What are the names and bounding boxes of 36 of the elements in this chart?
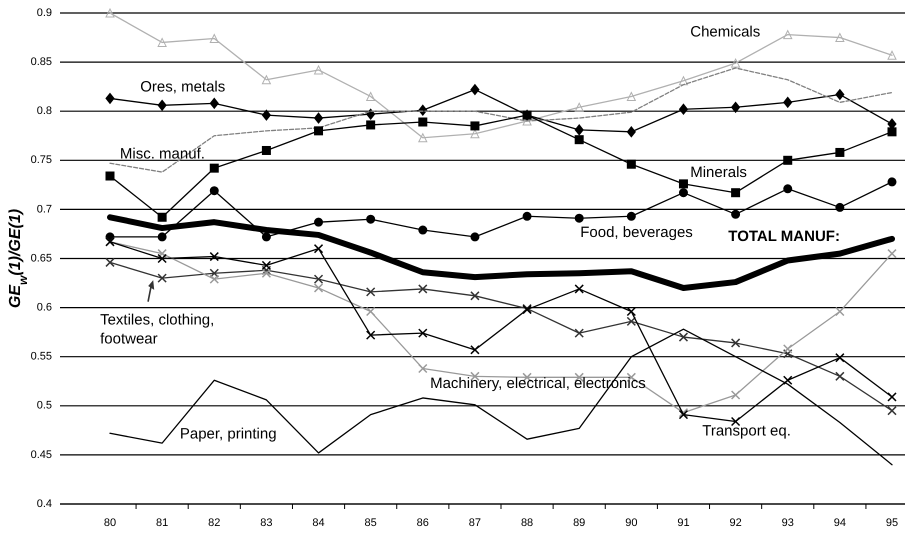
series-label: Chemicals — [690, 24, 760, 41]
x-tick-label: 82 — [208, 517, 220, 529]
x-tick-label: 90 — [625, 517, 638, 529]
y-tick-label: 0.6 — [36, 302, 52, 314]
y-tick-label: 0.8 — [36, 105, 52, 118]
series-label: Ores, metals — [140, 78, 226, 96]
y-tick-label: 0.9 — [36, 6, 52, 19]
y-tick-label: 0.7 — [36, 203, 52, 216]
x-tick-label: 95 — [886, 517, 898, 529]
series-label: Paper, printing — [180, 425, 277, 442]
series-label: Minerals — [690, 164, 747, 182]
y-tick-label: 0.4 — [36, 498, 52, 510]
x-tick-label: 84 — [312, 517, 325, 529]
x-tick-label: 86 — [416, 517, 429, 529]
y-tick-label: 0.75 — [30, 154, 52, 166]
x-tick-label: 89 — [573, 517, 586, 529]
y-tick-label: 0.85 — [30, 56, 52, 68]
y-tick-label: 0.55 — [30, 350, 52, 363]
y-tick-label: 0.65 — [30, 252, 52, 264]
y-tick-label: 0.45 — [30, 448, 52, 461]
x-tick-label: 83 — [260, 517, 273, 529]
series-label: Food, beverages — [580, 224, 693, 241]
series-label: Transport eq. — [702, 422, 791, 440]
series-label: Misc. manuf. — [120, 145, 205, 162]
series-label: TOTAL MANUF: — [728, 228, 840, 245]
x-tick-label: 81 — [156, 517, 168, 529]
x-tick-label: 88 — [520, 517, 534, 529]
x-tick-label: 94 — [834, 517, 846, 529]
y-tick-label: 0.5 — [36, 400, 52, 412]
x-tick-label: 93 — [782, 517, 794, 529]
x-tick-label: 87 — [468, 517, 482, 529]
x-tick-label: 91 — [677, 517, 690, 529]
legend-label: Textiles, clothing, footwear — [100, 311, 214, 348]
x-tick-label: 85 — [364, 517, 377, 529]
x-tick-label: 92 — [729, 517, 742, 529]
x-tick-label: 80 — [104, 517, 116, 529]
